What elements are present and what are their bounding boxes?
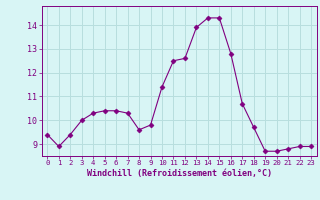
X-axis label: Windchill (Refroidissement éolien,°C): Windchill (Refroidissement éolien,°C) bbox=[87, 169, 272, 178]
